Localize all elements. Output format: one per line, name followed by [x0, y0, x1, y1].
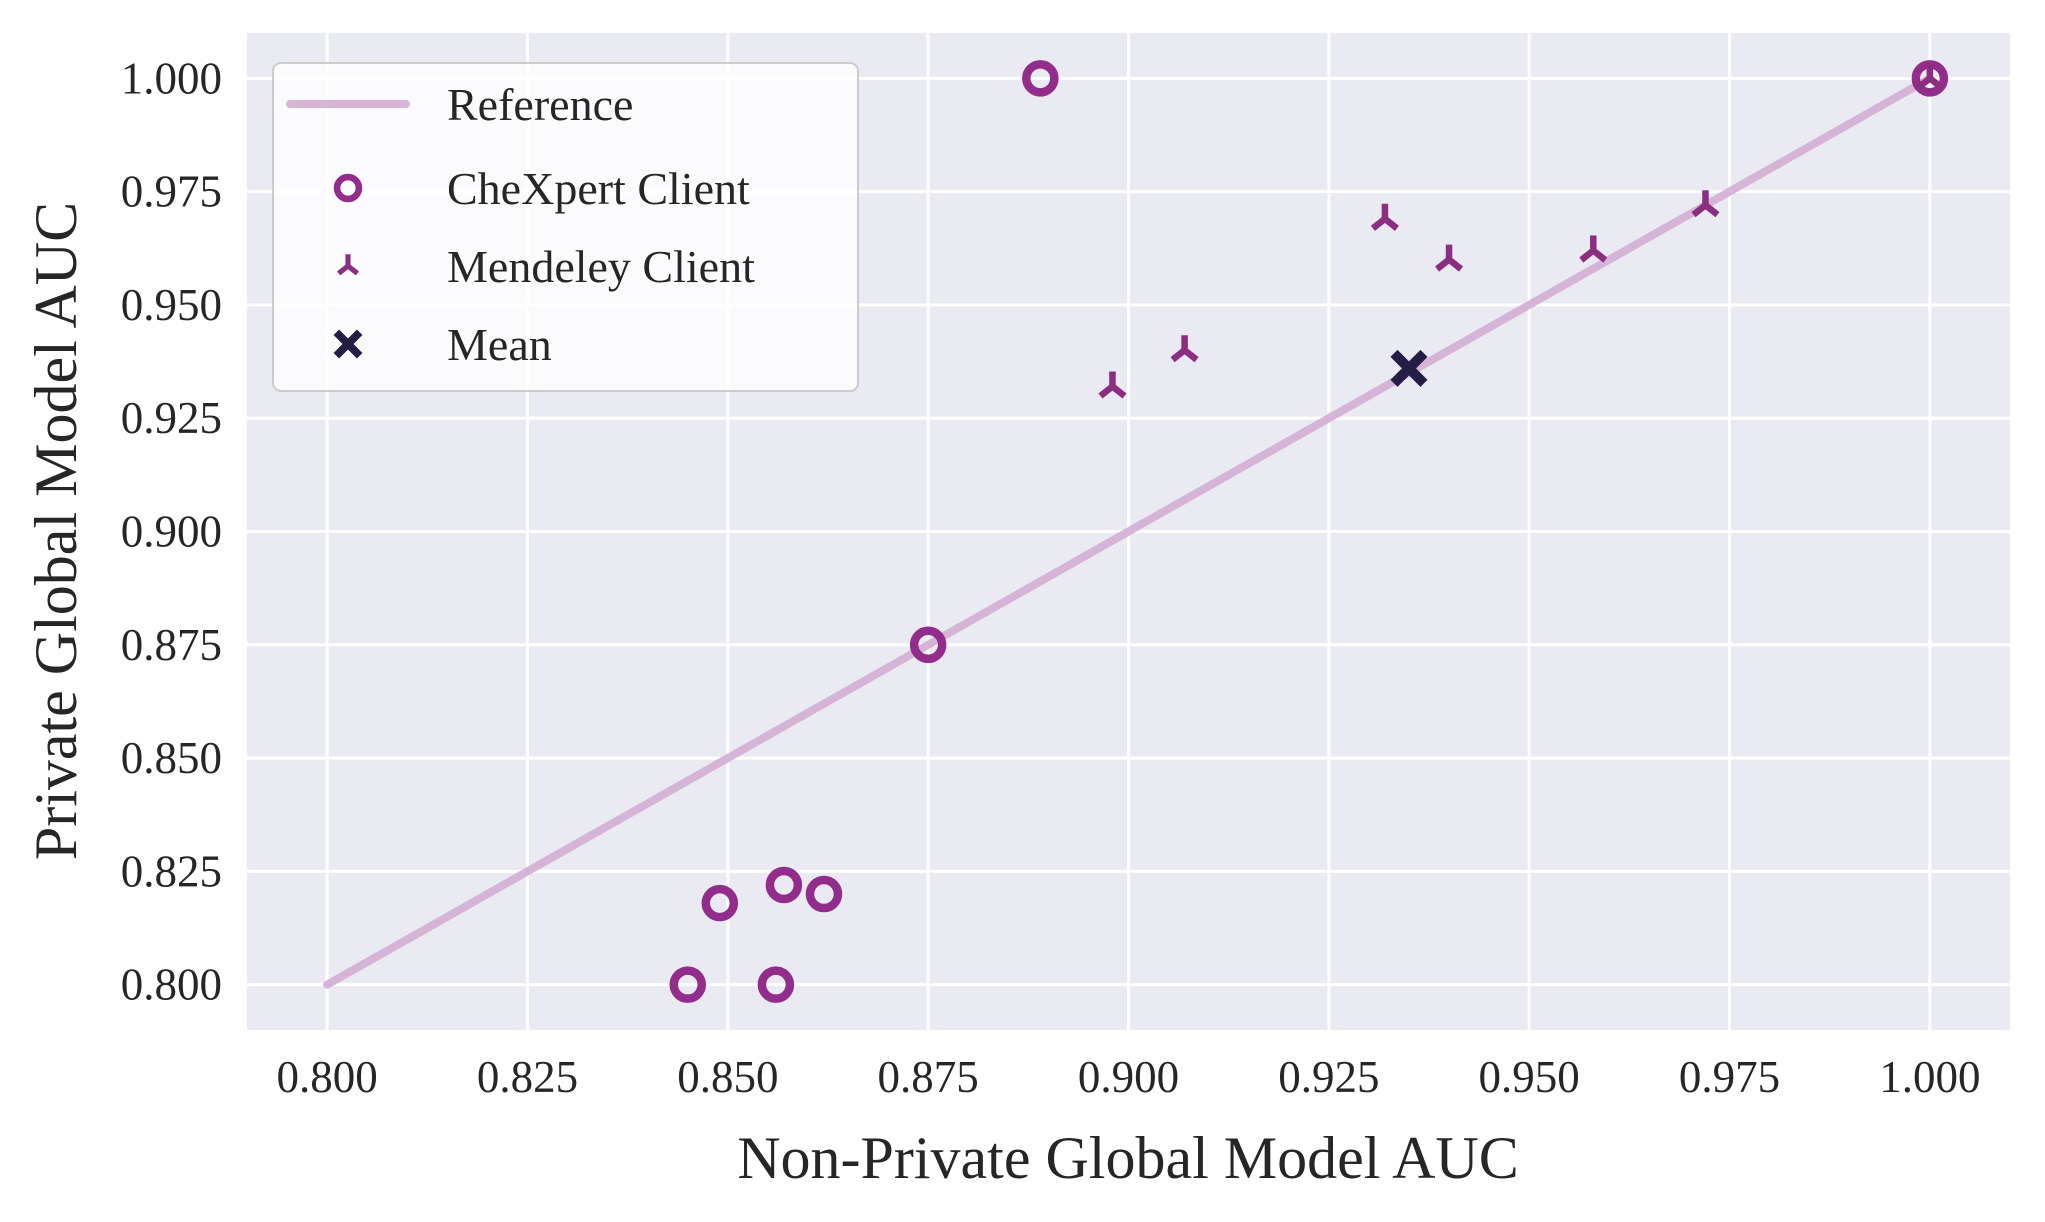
- legend-entry-label: CheXpert Client: [447, 163, 750, 214]
- legend-entry: Mean: [333, 319, 552, 370]
- y-tick-label: 0.950: [121, 280, 222, 330]
- tri-up-marker-icon: [337, 254, 359, 276]
- legend-entry: Mendeley Client: [337, 241, 755, 292]
- y-tick-label: 1.000: [121, 53, 222, 103]
- y-tick-label: 0.800: [121, 960, 222, 1010]
- y-tick-label: 0.825: [121, 846, 222, 896]
- data-point-chexpert-client: [909, 626, 947, 664]
- data-point-mendeley-client: [1435, 244, 1464, 272]
- reference-line: [323, 74, 1934, 989]
- data-point-chexpert-client: [765, 866, 803, 904]
- data-point-chexpert-client: [1022, 60, 1059, 97]
- legend-entry-label: Reference: [447, 79, 633, 130]
- data-point-mendeley-client: [1691, 190, 1720, 218]
- data-point-chexpert-client: [757, 966, 795, 1003]
- data-point-mendeley-client: [1098, 371, 1127, 399]
- x-tick-label: 0.900: [1078, 1052, 1179, 1102]
- data-point-mendeley-client: [1370, 203, 1399, 231]
- x-tick-label: 0.800: [277, 1052, 378, 1102]
- data-point-mendeley-client: [1170, 335, 1199, 363]
- y-tick-label: 0.850: [121, 733, 222, 783]
- y-tick-label: 0.900: [121, 507, 222, 557]
- data-point-mean: [1390, 349, 1428, 387]
- circle-marker-icon: [333, 173, 363, 203]
- x-marker-icon: [333, 329, 363, 359]
- legend-entry-label: Mean: [447, 319, 552, 370]
- y-tick-label: 0.925: [121, 393, 222, 443]
- x-tick-label: 0.950: [1479, 1052, 1580, 1102]
- data-point-mendeley-client: [1915, 63, 1944, 91]
- y-tick-label: 0.875: [121, 620, 222, 670]
- x-axis-title: Non-Private Global Model AUC: [737, 1125, 1519, 1191]
- legend-box: [272, 62, 859, 392]
- x-tick-label: 0.850: [677, 1052, 778, 1102]
- data-point-chexpert-client: [805, 875, 843, 913]
- data-point-chexpert-client: [701, 884, 739, 922]
- legend: Reference CheXpert Client Mendeley Client M…: [272, 62, 859, 392]
- x-tick-label: 0.925: [1278, 1052, 1379, 1102]
- data-point-mendeley-client: [1579, 235, 1608, 263]
- data-point-chexpert-client: [669, 966, 706, 1003]
- x-tick-label: 0.825: [477, 1052, 578, 1102]
- x-tick-label: 0.975: [1679, 1052, 1780, 1102]
- legend-entry: Reference: [286, 79, 633, 130]
- y-tick-label: 0.975: [121, 167, 222, 217]
- x-tick-label: 1.000: [1879, 1052, 1980, 1102]
- legend-entry-label: Mendeley Client: [447, 241, 755, 292]
- data-points-layer: [669, 60, 1949, 1003]
- y-axis-title: Private Global Model AUC: [23, 202, 89, 860]
- legend-entry: CheXpert Client: [333, 163, 750, 214]
- x-tick-label: 0.875: [878, 1052, 979, 1102]
